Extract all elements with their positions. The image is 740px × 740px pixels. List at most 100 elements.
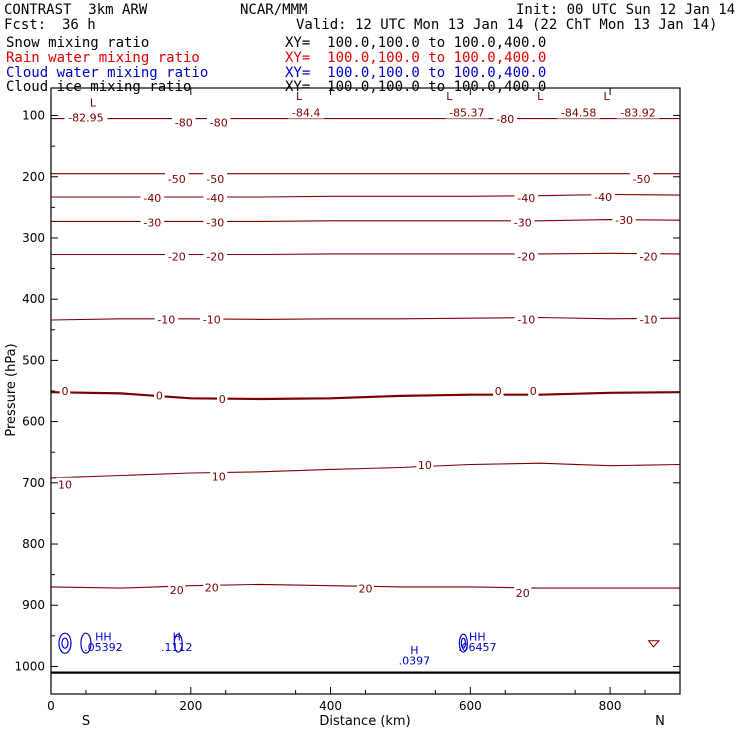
field-label-cloud-water: Cloud water mixing ratio	[6, 65, 209, 81]
contour-label: -30	[615, 214, 633, 227]
contour-label: 10	[58, 479, 72, 492]
y-tick-label: 400	[22, 292, 45, 306]
fcst-label: Fcst:	[4, 17, 47, 33]
contour-label-bg	[168, 582, 186, 596]
contour-label: -20	[640, 250, 658, 263]
contour-label: 20	[170, 584, 184, 597]
contour-label-bg	[514, 312, 538, 326]
contour-label: -30	[143, 217, 161, 230]
contour-label: -40	[206, 192, 224, 205]
extremum-label: HH	[469, 631, 486, 644]
rain-contour	[647, 640, 661, 648]
extremum-label: H	[410, 644, 418, 657]
contour-label-bg	[140, 191, 165, 205]
contour-label: 0	[495, 385, 502, 398]
cloud-water-contour	[458, 633, 468, 653]
contour-label: 20	[359, 583, 373, 596]
fcst-value: 36 h	[62, 17, 96, 33]
contour-label: 0	[61, 385, 68, 398]
contour-label: -83.92	[620, 106, 655, 119]
contour-label-bg	[203, 172, 227, 186]
contour-label-bg	[511, 215, 535, 229]
contour-label: -82.95	[68, 111, 103, 124]
extremum-label: H	[173, 631, 181, 644]
contour-label-bg	[445, 105, 489, 119]
contour-label-bg	[514, 249, 538, 263]
contour-label: -50	[168, 173, 186, 186]
contour-label: -80	[496, 113, 514, 126]
field-xy-cloud-water: XY= 100.0,100.0 to 100.0,400.0	[285, 65, 547, 81]
contour-label-bg	[165, 249, 189, 263]
contour-label-bg	[203, 580, 221, 594]
x-end-label-left: S	[82, 714, 90, 729]
contour-label: 20	[516, 587, 530, 600]
y-tick-label: 600	[22, 415, 45, 429]
contour-line-10	[50, 462, 681, 479]
extremum-label: L	[296, 90, 303, 103]
contour-label: 0	[219, 393, 226, 406]
field-xy-rain: XY= 100.0,100.0 to 100.0,400.0	[285, 50, 547, 66]
contour-label-bg	[154, 388, 165, 402]
valid-time: Valid: 12 UTC Mon 13 Jan 14 (22 ChT Mon …	[296, 17, 718, 33]
contour-label: -85.37	[449, 106, 484, 119]
contour-label: 10	[418, 459, 432, 472]
contour-label-bg	[172, 115, 196, 129]
contour-label: -10	[157, 313, 175, 326]
x-tick-label: 400	[319, 699, 342, 713]
plot-frame	[50, 87, 681, 695]
field-label-rain: Rain water mixing ratio	[6, 50, 200, 66]
contour-label: -20	[168, 250, 186, 263]
cloud-water-contour	[460, 637, 466, 649]
contour-label-bg	[416, 458, 434, 472]
contour-label: -40	[594, 191, 612, 204]
cloud-water-contour	[80, 632, 92, 654]
contour-label: 20	[205, 581, 219, 594]
y-tick-label: 200	[22, 170, 45, 184]
contour-label-bg	[203, 215, 227, 229]
contour-label: -30	[514, 217, 532, 230]
cloud-water-contour	[58, 632, 72, 654]
contour-label-bg	[357, 581, 374, 595]
contour-labels: -82.95 -80 -80 -84.4 -85.37 -80 -84.58 -83.92 -5…	[56, 90, 661, 668]
contour-label: 0	[156, 389, 163, 402]
x-tick-label: 600	[459, 699, 482, 713]
cloud-water-contour	[173, 633, 183, 653]
x-axis-title: Distance (km)	[319, 714, 410, 729]
contour-label: -30	[206, 217, 224, 230]
extremum-label: .0397	[399, 655, 431, 668]
contour-label-bg	[612, 213, 636, 227]
contour-label-bg	[636, 312, 661, 326]
field-label-snow: Snow mixing ratio	[6, 35, 150, 51]
contour-label: -84.58	[561, 106, 596, 119]
extremum-label: HH	[95, 631, 112, 644]
y-tick-label: 500	[22, 353, 45, 367]
contour-label: -20	[517, 250, 535, 263]
extremum-label: L	[90, 96, 97, 109]
contour-label: 10	[212, 471, 226, 484]
extremum-label: L	[604, 90, 611, 103]
contour-label: -84.4	[292, 106, 320, 119]
contour-line-0	[50, 391, 681, 401]
contour-label: -40	[517, 192, 535, 205]
field-xy-cloud-ice: XY= 100.0,100.0 to 100.0,400.0	[285, 79, 547, 95]
x-tick-label: 800	[599, 699, 622, 713]
x-tick-label: 0	[47, 699, 55, 713]
contour-label: -10	[640, 313, 658, 326]
contour-label-bg	[199, 312, 224, 326]
contour-label: 0	[530, 385, 537, 398]
contour-label: -20	[206, 250, 224, 263]
contour-line--20	[51, 252, 681, 256]
contour-label-bg	[616, 105, 660, 119]
contour-label-bg	[56, 477, 74, 491]
init-time: Init: 00 UTC Sun 12 Jan 14	[516, 2, 736, 18]
contour-label-bg	[527, 384, 539, 397]
contour-label: -50	[206, 173, 224, 186]
contour-label-bg	[493, 112, 518, 126]
extremum-label: L	[537, 90, 544, 103]
contour-label: -40	[143, 192, 161, 205]
y-tick-label: 900	[22, 598, 45, 612]
y-tick-label: 300	[22, 231, 45, 245]
y-tick-label: 700	[22, 476, 45, 490]
